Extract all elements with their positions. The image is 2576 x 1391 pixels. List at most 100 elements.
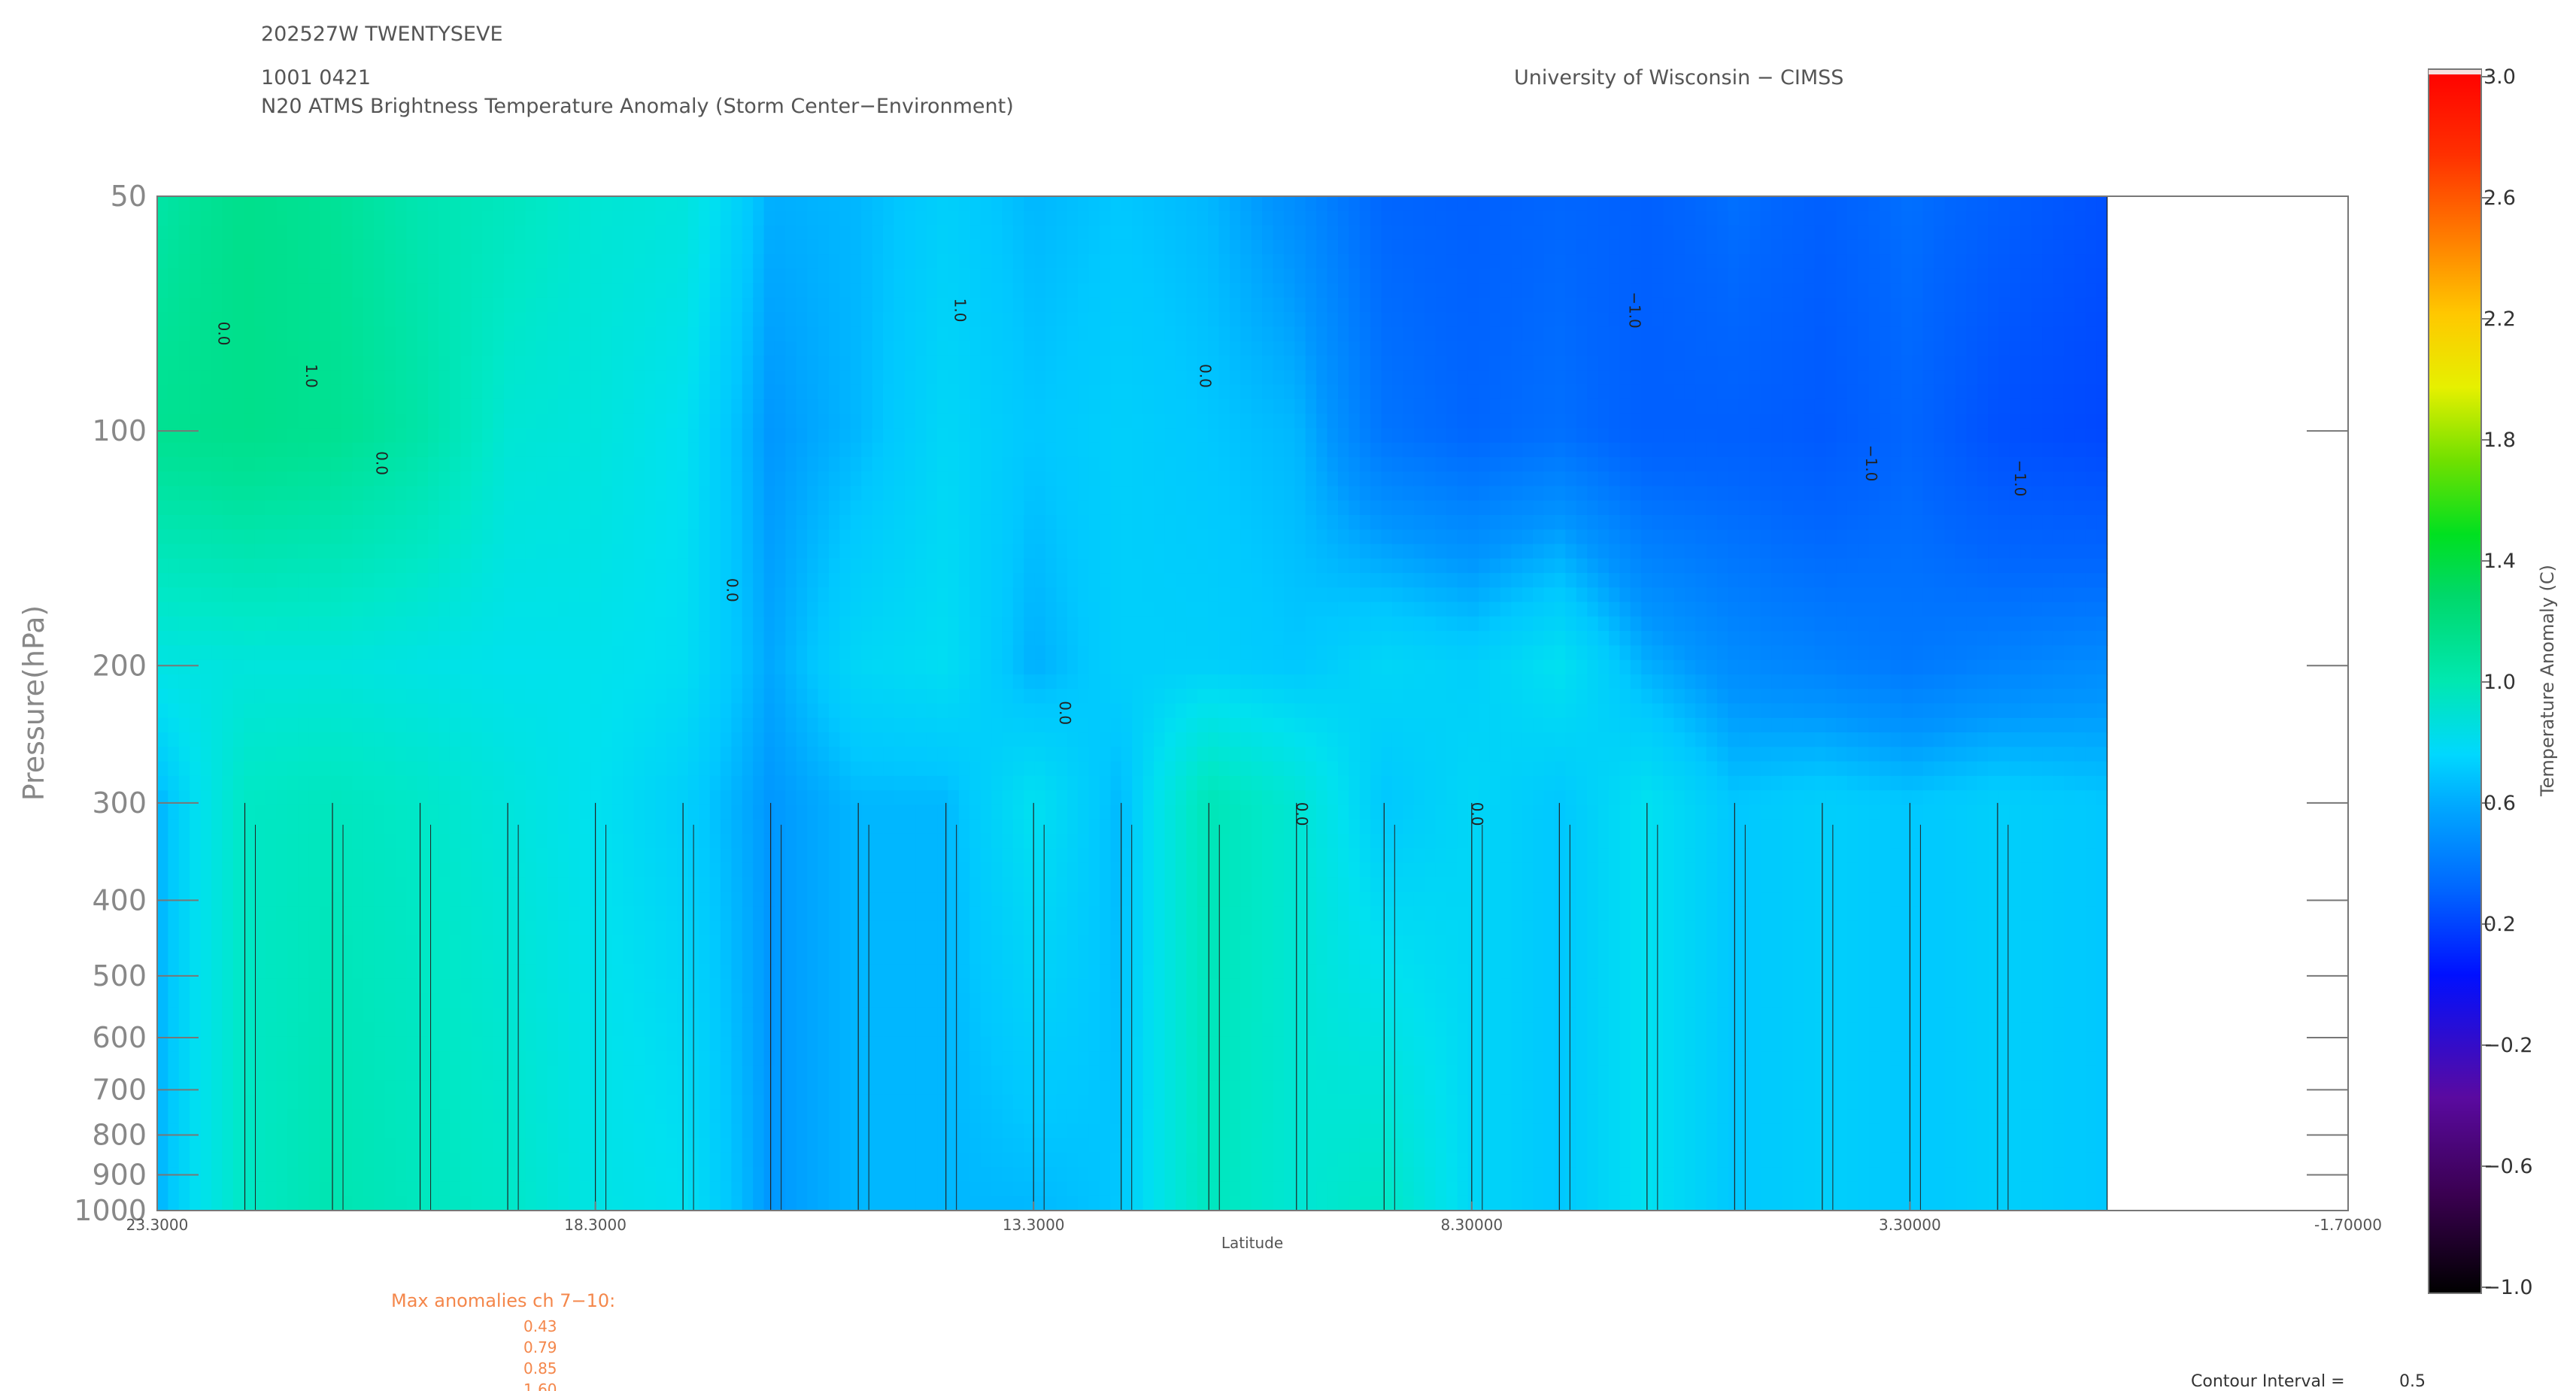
heat-cell [320,805,332,820]
heat-cell [699,1008,711,1023]
heat-cell [222,1036,234,1052]
heat-cell [904,732,916,747]
heat-cell [254,659,266,675]
heat-cell [406,1080,418,1096]
heat-cell [547,659,559,675]
heat-cell [807,1094,819,1110]
heat-cell [374,225,386,241]
heat-cell [438,573,451,588]
heat-cell [308,964,320,980]
heat-cell [829,1152,840,1168]
heat-cell [320,225,332,241]
heat-cell [872,877,884,892]
heat-cell [363,862,375,878]
heat-cell [211,370,223,386]
heat-cell [190,1080,202,1096]
heat-cell [211,341,223,356]
heat-cell [677,312,689,328]
heat-cell [493,1051,505,1066]
heat-cell [503,877,515,892]
heat-cell [569,587,581,603]
heat-cell [687,631,699,647]
heat-cell [222,805,234,820]
heat-cell [200,659,212,675]
heat-cell [579,1094,591,1110]
heat-cell [428,602,440,617]
heat-cell [547,992,559,1008]
heat-cell [438,442,451,458]
heat-cell [796,892,808,907]
heat-cell [785,848,797,864]
heat-cell [666,819,678,835]
heat-cell [720,225,732,241]
heat-cell [298,906,310,922]
heat-cell [785,297,797,313]
heat-cell [200,645,212,661]
heat-cell [590,1138,602,1153]
heat-cell [731,790,743,805]
heat-cell [926,355,938,371]
heat-cell [536,326,548,342]
heat-cell [753,196,765,211]
heat-cell [861,486,873,502]
heat-cell [222,631,234,647]
heat-cell [330,1123,342,1139]
heat-cell [287,892,299,907]
heat-cell [363,414,375,429]
heat-cell [287,456,299,472]
heat-cell [850,1080,862,1096]
heat-cell [883,268,895,284]
heat-cell [872,703,884,719]
heat-cell [482,775,494,791]
heat-cell [178,573,190,588]
heat-cell [449,964,461,980]
heat-cell [298,833,310,849]
heat-cell [611,602,624,617]
heat-cell [699,1138,711,1153]
heat-cell [829,370,840,386]
heat-cell [579,544,591,559]
heat-cell [232,326,244,342]
heat-cell [894,732,906,747]
heat-cell [168,732,180,747]
heat-cell [211,862,223,878]
heat-cell [623,1181,635,1197]
heat-cell [395,341,407,356]
heat-cell [569,514,581,530]
heat-cell [569,428,581,444]
heat-cell [157,1008,168,1023]
heat-cell [850,964,862,980]
heat-cell [363,645,375,661]
heat-cell [753,631,765,647]
heat-cell [807,703,819,719]
heat-cell [611,659,624,675]
heat-cell [352,1138,364,1153]
heat-cell [645,819,657,835]
heat-cell [352,370,364,386]
heat-cell [438,1094,451,1110]
heat-cell [276,1094,288,1110]
heat-cell [796,1051,808,1066]
heat-cell [569,1036,581,1052]
heat-cell [428,456,440,472]
heat-cell [904,616,916,632]
heat-cell [525,1094,537,1110]
heat-cell [720,631,732,647]
heat-cell [330,428,342,444]
heat-cell [536,544,548,559]
heat-cell [190,587,202,603]
heat-cell [818,442,830,458]
heat-cell [850,602,862,617]
heat-cell [276,877,288,892]
heat-cell [460,529,472,545]
heat-cell [406,892,418,907]
heat-cell [547,428,559,444]
heat-cell [611,1109,624,1124]
heat-cell [341,500,353,516]
heat-cell [157,1094,168,1110]
heat-cell [796,1138,808,1153]
heat-cell [363,877,375,892]
heat-cell [276,761,288,777]
heat-cell [655,689,667,705]
heat-cell [666,1152,678,1168]
